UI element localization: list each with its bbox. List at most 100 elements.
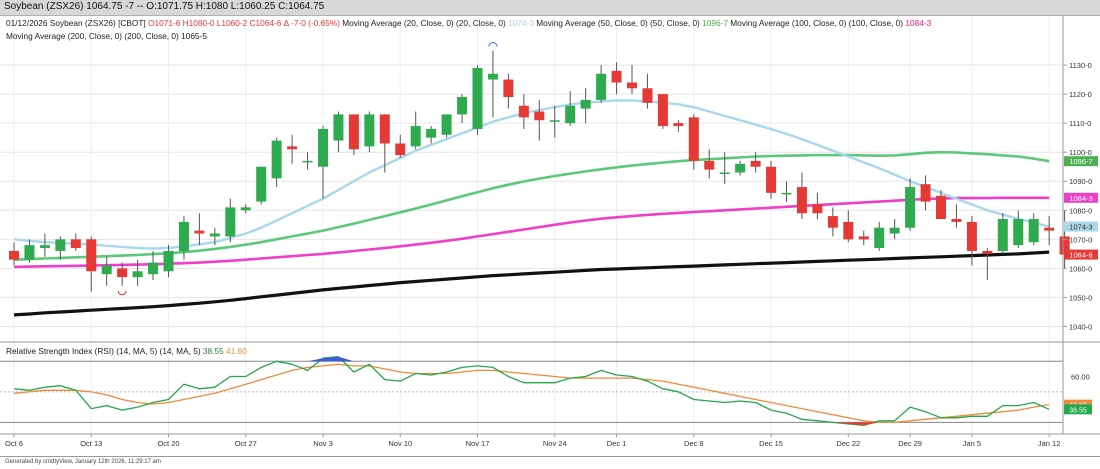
rsi-header: Relative Strength Index (RSI) (14, MA, 5…: [6, 346, 247, 356]
candle-body: [719, 172, 730, 175]
header-part: 1074-3: [508, 18, 534, 28]
candle-body: [936, 195, 946, 219]
candle-body: [889, 227, 900, 234]
price-tick-label: 1090-0: [1069, 177, 1092, 186]
swing-low-marker: [117, 290, 127, 296]
header-part: O1071-6 H1080-0 L1060-2 C1064-6 Δ -7-0 (…: [148, 18, 340, 28]
date-tick-label: Nov 17: [466, 439, 490, 448]
ma200-line: [13, 250, 1050, 317]
rsi-overbought-fill: [323, 356, 339, 362]
date-tick-label: Dec 1: [607, 439, 627, 448]
candle-body: [920, 184, 931, 202]
date-tick-label: Dec 22: [836, 439, 860, 448]
candle-body: [318, 128, 328, 167]
gridlines: [0, 16, 1063, 434]
date-tick-label: Dec 29: [898, 439, 922, 448]
candle-body: [997, 219, 1008, 251]
date-tick-label: Nov 3: [313, 439, 333, 448]
candle-body: [487, 73, 498, 80]
footer-credit: Generated by cmdtyView, January 12th 202…: [5, 459, 161, 465]
candle-body: [874, 227, 885, 249]
ma50-line: [13, 150, 1050, 261]
rsi-header-part: Relative Strength Index (RSI) (14, MA, 5…: [6, 346, 203, 356]
rsi-oversold-fill: [848, 422, 864, 426]
candle-body: [101, 265, 112, 275]
price-tick-label: 1110-0: [1069, 119, 1091, 128]
candle-body: [642, 88, 653, 103]
header-part: 1096-7: [702, 18, 728, 28]
date-tick-label: Jan 12: [1038, 439, 1061, 448]
candle-body: [426, 128, 437, 138]
date-tick-label: Oct 6: [5, 439, 23, 448]
candle-body: [379, 114, 390, 144]
value-label: 1064-6: [1069, 251, 1092, 260]
candle-body: [688, 117, 699, 161]
candle-body: [333, 114, 344, 141]
candle-body: [549, 120, 560, 122]
candle-body: [534, 111, 545, 121]
window-title: Soybean (ZSX26) 1064.75 -7 -- O:1071.75 …: [4, 1, 325, 12]
candle-body: [503, 79, 514, 97]
candle-body: [348, 114, 359, 150]
rsi-header-part: 41.60: [224, 346, 247, 356]
rsi-header-part: 38.55: [203, 346, 224, 356]
rsi-tick-label: 60.00: [1071, 373, 1090, 382]
value-label-box: [1064, 156, 1098, 167]
candle-body: [209, 233, 220, 237]
price-tick-label: 1070-0: [1069, 235, 1092, 244]
candle-body: [225, 207, 236, 237]
candle-body: [364, 114, 375, 147]
date-tick-label: Dec 15: [759, 439, 783, 448]
candle-body: [1013, 219, 1024, 246]
price-chart[interactable]: 01/12/2026 Soybean (ZSX26) [CBOT] O1071-…: [0, 16, 1100, 456]
value-label: 1096-7: [1069, 157, 1092, 166]
candle-body: [781, 192, 792, 195]
candle-body: [70, 239, 81, 249]
candle-body: [796, 187, 807, 214]
candle-body: [410, 126, 421, 147]
swing-high-marker: [488, 42, 498, 47]
candle-body: [472, 67, 483, 129]
candle-body: [951, 219, 962, 222]
header-part: 01/12/2026 Soybean (ZSX26) [CBOT]: [6, 18, 148, 28]
rsi-overbought-fill: [338, 356, 354, 362]
candle-body: [178, 221, 189, 251]
candle-body: [132, 271, 143, 278]
rsi-oversold-fill: [832, 422, 849, 424]
date-tick-label: Jan 5: [963, 439, 981, 448]
chart-header-line1: 01/12/2026 Soybean (ZSX26) [CBOT] O1071-…: [6, 18, 932, 28]
date-tick-label: Oct 13: [80, 439, 102, 448]
header-part: Moving Average (100, Close, 0) (100, Clo…: [728, 18, 905, 28]
candle-body: [812, 204, 823, 214]
candle-body: [1044, 227, 1055, 231]
candle-body: [966, 221, 977, 251]
candle-body: [518, 105, 529, 118]
candle-body: [673, 123, 684, 127]
header-part: Moving Average (200, Close, 0) (200, Clo…: [6, 31, 181, 41]
candle-body: [580, 99, 591, 109]
rsi-value-label: 38.55: [1069, 407, 1087, 414]
candle-body: [194, 230, 205, 234]
candle-body: [565, 105, 576, 124]
candle-body: [441, 114, 452, 135]
candle-body: [982, 250, 993, 254]
candle-body: [1059, 236, 1070, 255]
price-tick-label: 1100-0: [1069, 148, 1092, 157]
date-axis: Oct 6 Oct 13 Oct 20 Oct 27 Nov 3 Nov 10 Nov 17…: [0, 433, 1100, 448]
candle-body: [704, 160, 715, 170]
ma100-line: [13, 196, 1050, 269]
candle-body: [1028, 219, 1039, 243]
candle-body: [858, 236, 869, 240]
candle-body: [24, 245, 35, 260]
rsi-panel: Relative Strength Index (RSI) (14, MA, 5…: [0, 341, 1100, 427]
price-tick-label: 1050-0: [1069, 293, 1092, 302]
rsi-ma-line: [13, 363, 1050, 424]
candle-body: [117, 268, 128, 278]
value-label-box: [1064, 249, 1098, 260]
candle-body: [457, 97, 468, 115]
date-tick-label: Nov 24: [543, 439, 567, 448]
date-tick-label: Oct 27: [235, 439, 257, 448]
header-part: Moving Average (20, Close, 0) (20, Close…: [340, 18, 508, 28]
date-tick-label: Dec 8: [684, 439, 704, 448]
candle-body: [287, 146, 298, 150]
